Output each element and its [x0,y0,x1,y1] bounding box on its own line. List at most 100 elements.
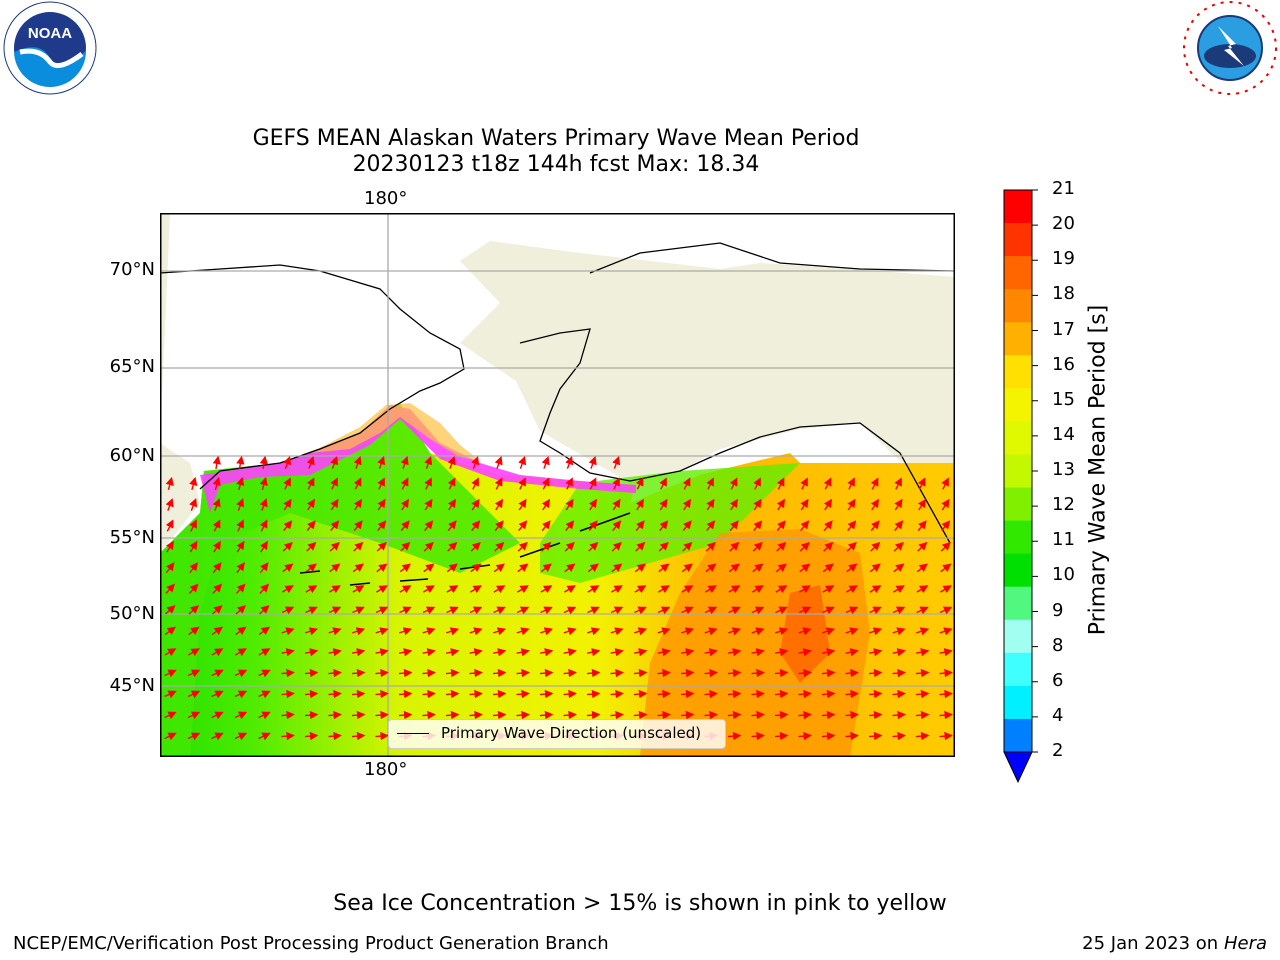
wave-direction-arrow [845,710,859,720]
wave-direction-arrow [846,563,858,573]
wave-direction-arrow [774,689,789,699]
wave-direction-arrow [281,710,295,720]
colorbar-segment [1004,355,1032,389]
date-stamp: 25 Jan 2023 on Hera [1082,933,1267,954]
lon-label-top: 180° [364,188,408,209]
wave-direction-arrow [447,520,457,532]
wave-direction-arrow [587,563,599,573]
wave-direction-arrow [799,563,811,573]
wave-direction-arrow [706,498,715,511]
wave-direction-arrow [398,710,413,720]
wave-direction-arrow [751,710,765,720]
wave-direction-arrow [398,648,413,657]
wave-direction-arrow [211,626,223,636]
wave-direction-arrow [564,563,576,573]
wave-direction-arrow [753,477,761,490]
wave-direction-arrow [845,606,859,615]
colorbar-tick-label: 12 [1052,494,1075,516]
wave-direction-arrow [211,690,224,699]
wave-direction-arrow [469,606,483,615]
wave-direction-arrow [492,668,507,678]
wave-direction-arrow [940,541,951,552]
wave-direction-arrow [377,477,385,490]
wave-direction-arrow [681,606,694,615]
wave-direction-arrow [353,498,363,511]
lat-label-55: 55°N [109,527,155,548]
wave-direction-arrow [704,627,718,636]
wave-direction-arrow [305,606,318,615]
wave-direction-arrow [775,563,787,573]
wave-direction-arrow [753,520,763,532]
wave-direction-arrow [352,606,365,615]
wave-direction-arrow [377,520,387,532]
wave-direction-arrow [845,668,859,678]
wave-direction-arrow [423,541,434,552]
wave-direction-arrow [165,583,176,594]
wave-direction-arrow [493,627,507,636]
colorbar-segment [1004,718,1032,753]
wave-direction-arrow [422,627,436,636]
wave-direction-arrow [375,689,389,699]
wave-direction-arrow [447,456,456,469]
wave-direction-arrow [282,563,294,573]
wave-direction-arrow [868,689,883,699]
coastline-east [519,328,951,544]
colorbar-segment [1004,652,1032,687]
wave-direction-arrow [351,668,366,678]
wave-direction-arrow [705,563,717,573]
wave-direction-arrow [823,498,833,511]
wave-direction-arrow [259,605,270,615]
wave-direction-arrow [633,648,648,657]
wave-direction-arrow [540,627,554,636]
colorbar-segment [1004,388,1032,422]
wave-direction-arrow [846,541,857,552]
wave-direction-arrow [283,456,292,469]
wave-direction-arrow [236,540,245,553]
wave-direction-arrow [469,689,483,699]
wave-direction-arrow [164,626,176,636]
wave-direction-arrow [329,541,340,552]
wave-direction-arrow [821,731,836,741]
wave-direction-arrow [539,648,554,657]
wave-direction-arrow [870,520,880,532]
wave-direction-arrow [612,456,621,469]
wave-direction-arrow [682,498,692,511]
wave-direction-arrow [892,648,906,657]
wave-direction-arrow [304,689,319,699]
wave-direction-arrow [259,476,268,490]
wave-direction-arrow [564,541,575,552]
wave-direction-arrow [610,710,624,720]
wave-direction-arrow [893,563,905,573]
wave-direction-arrow [375,710,389,720]
wave-direction-arrow [776,520,786,532]
wave-direction-arrow [727,689,742,699]
noaa-logo-text: NOAA [28,25,72,42]
wave-direction-arrow [445,710,460,720]
wave-direction-arrow [915,689,930,699]
wave-direction-arrow [328,731,342,741]
wave-direction-arrow [351,689,366,699]
wave-direction-arrow [165,605,176,615]
wave-direction-arrow [445,689,460,699]
wave-direction-arrow [283,520,293,532]
wave-direction-arrow [845,585,858,594]
wave-direction-arrow [306,456,315,469]
wave-direction-arrow [165,562,175,574]
wave-direction-arrow [892,627,906,636]
wave-direction-arrow [282,541,293,552]
wave-direction-arrow [587,585,600,594]
wave-direction-arrow [798,585,811,594]
wave-direction-arrow [586,648,601,657]
lat-label-65: 65°N [109,356,155,377]
wave-direction-arrow [353,456,362,469]
wave-direction-arrow [588,477,597,490]
wave-direction-arrow [494,498,504,511]
wave-direction-arrow [353,477,362,490]
wave-direction-arrow [775,627,789,636]
wave-direction-arrow [377,498,386,511]
wave-direction-arrow [281,668,295,678]
wave-direction-arrow [706,477,714,490]
wave-direction-arrow [516,668,530,678]
wave-direction-arrow [727,710,742,720]
wave-direction-arrow [705,541,716,552]
